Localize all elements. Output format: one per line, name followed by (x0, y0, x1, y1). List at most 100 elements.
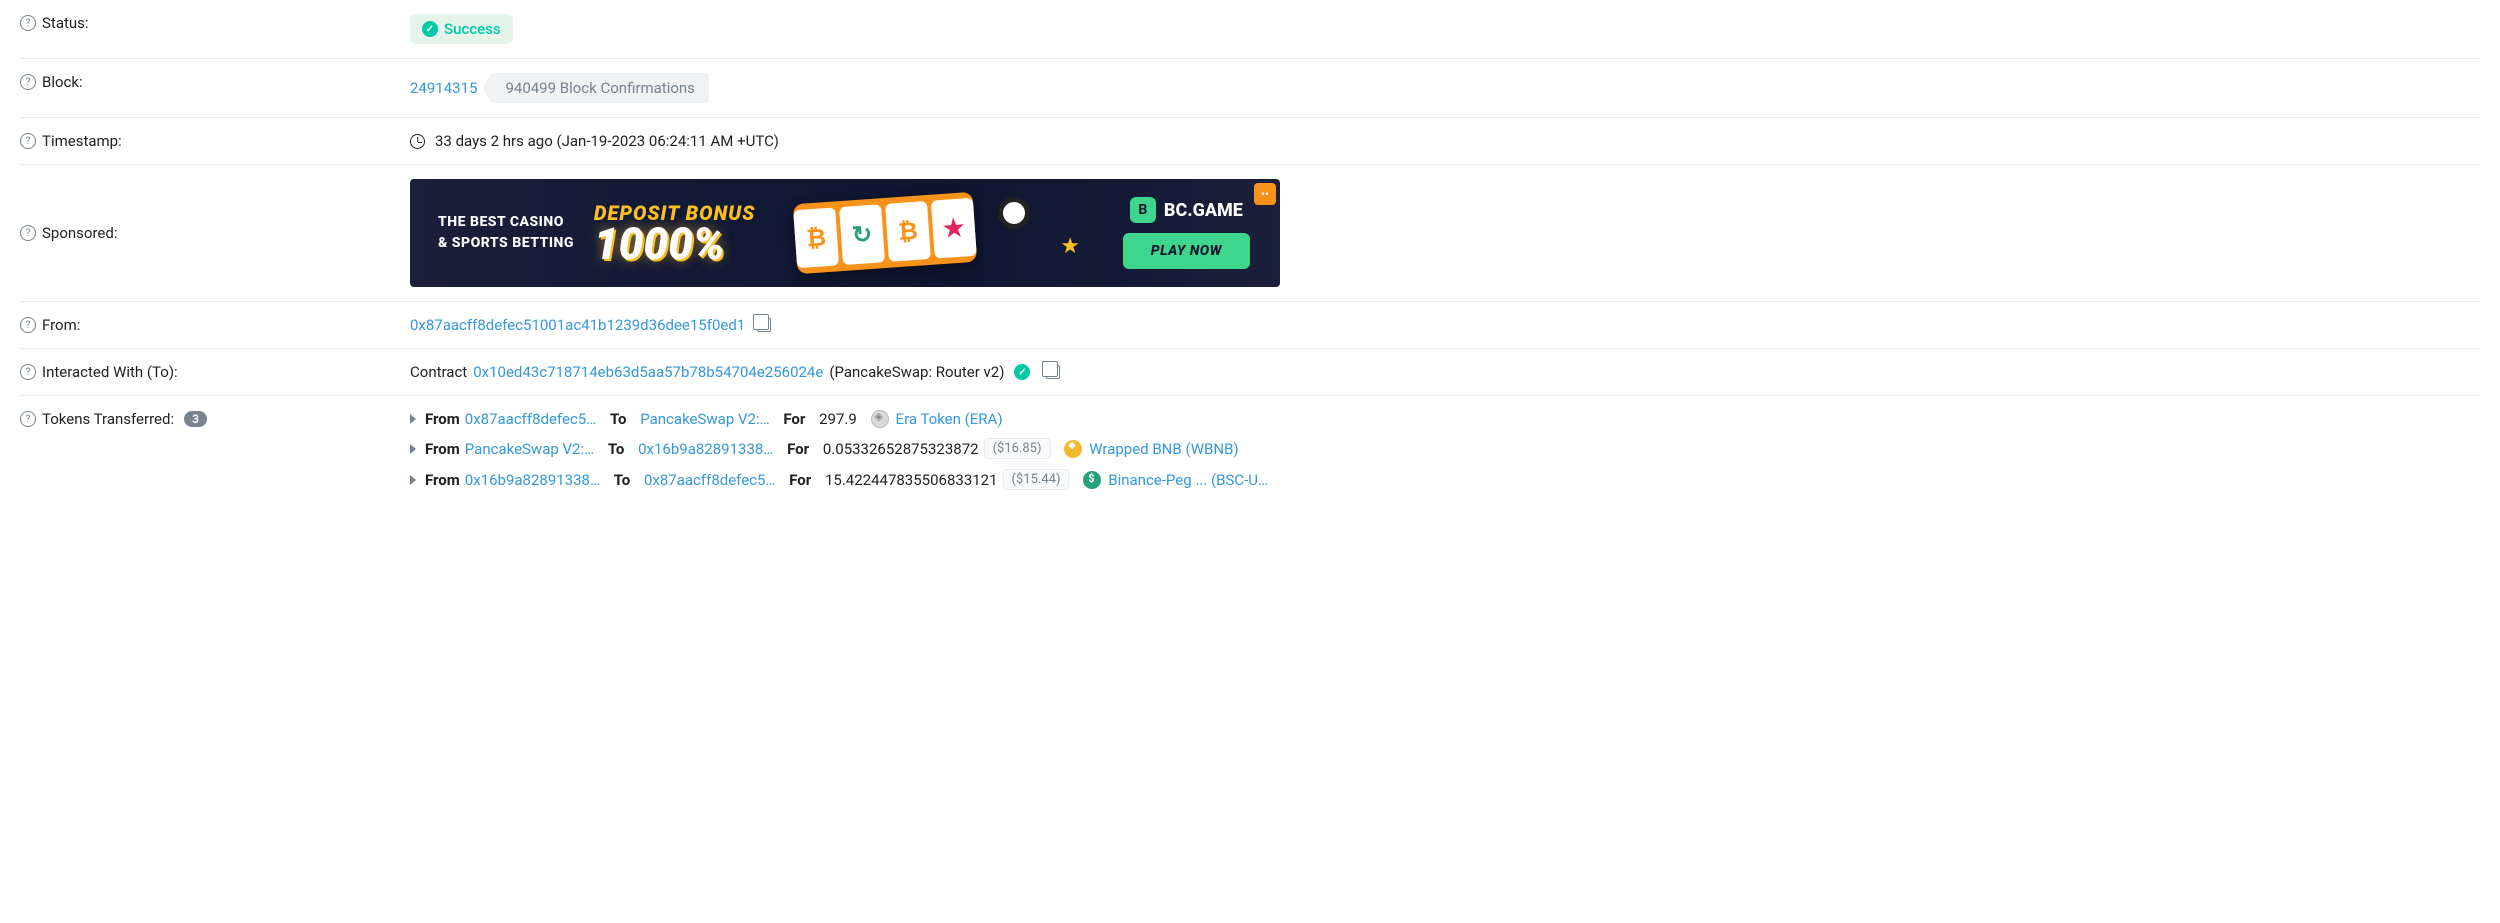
row-tokens: Tokens Transferred: 3 From 0x87aacff8def… (20, 396, 2480, 504)
banner-mascot-icon: •• (1254, 183, 1276, 205)
confirmations-badge: 940499 Block Confirmations (491, 73, 708, 103)
help-icon[interactable] (20, 225, 36, 241)
transfer-item: From 0x87aacff8defec5… To PancakeSwap V2… (410, 410, 2480, 428)
to-address-link[interactable]: 0x10ed43c718714eb63d5aa57b78b54704e25602… (473, 363, 823, 381)
usd-badge: ($15.44) (1003, 469, 1070, 490)
block-link[interactable]: 24914315 (410, 79, 477, 97)
kw-for: For (787, 440, 809, 458)
row-from: From: 0x87aacff8defec51001ac41b1239d36de… (20, 302, 2480, 349)
contract-prefix: Contract (410, 363, 467, 381)
transfer-from-link[interactable]: PancakeSwap V2:… (465, 440, 594, 458)
copy-icon[interactable] (1046, 365, 1060, 379)
token-icon (871, 410, 889, 428)
play-button[interactable]: PLAY NOW (1123, 233, 1250, 269)
transfer-amount: 0.05332652875323872 (823, 440, 979, 458)
transfer-from-link[interactable]: 0x16b9a82891338… (465, 471, 600, 489)
label-tokens: Tokens Transferred: 3 (20, 410, 410, 428)
caret-right-icon (410, 475, 416, 485)
label-sponsored: Sponsored: (20, 224, 410, 242)
help-icon[interactable] (20, 74, 36, 90)
value-from: 0x87aacff8defec51001ac41b1239d36dee15f0e… (410, 316, 2480, 334)
slot-reel: ₿ (885, 201, 931, 262)
kw-to: To (608, 440, 625, 458)
help-icon[interactable] (20, 15, 36, 31)
brand-name: BC.GAME (1164, 200, 1243, 221)
caret-right-icon (410, 414, 416, 424)
row-block: Block: 24914315 940499 Block Confirmatio… (20, 59, 2480, 118)
label-text: Status: (42, 14, 89, 32)
tx-details: Status: Success Block: 24914315 940499 B… (0, 0, 2500, 504)
status-text: Success (444, 20, 501, 38)
label-text: Interacted With (To): (42, 363, 178, 381)
label-text: Timestamp: (42, 132, 122, 150)
row-sponsored: Sponsored: THE BEST CASINO & SPORTS BETT… (20, 165, 2480, 302)
banner-bonus: DEPOSIT BONUS 1000% (594, 201, 755, 265)
transfer-item: From PancakeSwap V2:… To 0x16b9a82891338… (410, 438, 2480, 459)
banner-cta-area: B BC.GAME PLAY NOW (1123, 197, 1250, 269)
value-block: 24914315 940499 Block Confirmations (410, 73, 2480, 103)
token-icon (1083, 471, 1101, 489)
timestamp-text: 33 days 2 hrs ago (Jan-19-2023 06:24:11 … (435, 132, 779, 150)
token-link[interactable]: Binance-Peg ... (BSC-U… (1108, 471, 1268, 489)
value-tokens: From 0x87aacff8defec5… To PancakeSwap V2… (410, 410, 2480, 490)
label-from: From: (20, 316, 410, 334)
value-to: Contract 0x10ed43c718714eb63d5aa57b78b54… (410, 363, 2480, 381)
tagline-1: THE BEST CASINO (438, 212, 574, 233)
help-icon[interactable] (20, 411, 36, 427)
kw-from: From (425, 440, 460, 458)
transfer-to-link[interactable]: PancakeSwap V2:… (640, 410, 769, 428)
tagline-2: & SPORTS BETTING (438, 233, 574, 254)
label-status: Status: (20, 14, 410, 32)
label-text: From: (42, 316, 80, 334)
token-link[interactable]: Wrapped BNB (WBNB) (1089, 440, 1238, 458)
kw-to: To (614, 471, 631, 489)
caret-right-icon (410, 444, 416, 454)
token-icon (1064, 440, 1082, 458)
slot-reel: ↻ (839, 204, 885, 265)
kw-for: For (789, 471, 811, 489)
help-icon[interactable] (20, 317, 36, 333)
bonus-pct: 1000% (594, 225, 755, 265)
slot-reel: ★ (931, 198, 977, 259)
from-address-link[interactable]: 0x87aacff8defec51001ac41b1239d36dee15f0e… (410, 316, 745, 334)
label-text: Block: (42, 73, 83, 91)
transfer-amount: 297.9 (819, 410, 857, 428)
banner-tagline: THE BEST CASINO & SPORTS BETTING (410, 212, 574, 254)
row-timestamp: Timestamp: 33 days 2 hrs ago (Jan-19-202… (20, 118, 2480, 165)
transfers-list: From 0x87aacff8defec5… To PancakeSwap V2… (410, 410, 2480, 490)
label-text: Sponsored: (42, 224, 117, 242)
transfer-from-link[interactable]: 0x87aacff8defec5… (465, 410, 596, 428)
check-icon (422, 21, 438, 37)
label-to: Interacted With (To): (20, 363, 410, 381)
verified-icon (1014, 364, 1030, 380)
row-to: Interacted With (To): Contract 0x10ed43c… (20, 349, 2480, 396)
transfer-to-link[interactable]: 0x16b9a82891338… (638, 440, 773, 458)
slot-reel: ₿ (793, 207, 839, 268)
sponsored-banner[interactable]: THE BEST CASINO & SPORTS BETTING DEPOSIT… (410, 179, 1280, 287)
chip-icon (998, 197, 1030, 229)
count-badge: 3 (184, 411, 207, 427)
transfer-amount: 15.422447835506833121 (825, 471, 998, 489)
kw-from: From (425, 471, 460, 489)
token-link[interactable]: Era Token (ERA) (896, 410, 1003, 428)
value-timestamp: 33 days 2 hrs ago (Jan-19-2023 06:24:11 … (410, 132, 2480, 150)
label-block: Block: (20, 73, 410, 91)
transfer-to-link[interactable]: 0x87aacff8defec5… (644, 471, 775, 489)
label-text: Tokens Transferred: (42, 410, 174, 428)
status-badge: Success (410, 14, 513, 44)
transfer-item: From 0x16b9a82891338… To 0x87aacff8defec… (410, 469, 2480, 490)
kw-for: For (783, 410, 805, 428)
brand: B BC.GAME (1130, 197, 1243, 223)
usd-badge: ($16.85) (984, 438, 1051, 459)
kw-to: To (610, 410, 627, 428)
contract-name: (PancakeSwap: Router v2) (829, 363, 1004, 381)
clock-icon (410, 134, 425, 149)
star-icon: ★ (1060, 234, 1080, 259)
value-sponsored: THE BEST CASINO & SPORTS BETTING DEPOSIT… (410, 179, 2480, 287)
value-status: Success (410, 14, 2480, 44)
kw-from: From (425, 410, 460, 428)
brand-logo-icon: B (1130, 197, 1156, 223)
help-icon[interactable] (20, 364, 36, 380)
copy-icon[interactable] (757, 318, 771, 332)
help-icon[interactable] (20, 133, 36, 149)
